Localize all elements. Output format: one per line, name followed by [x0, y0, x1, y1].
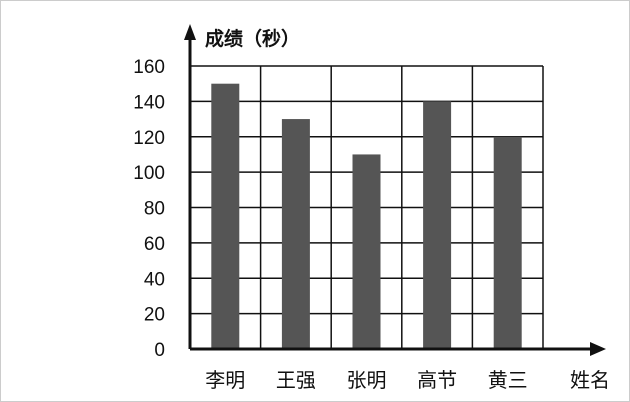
y-tick-label: 40 — [144, 269, 165, 290]
bar-高节 — [423, 101, 452, 349]
y-tick-label: 20 — [144, 305, 165, 326]
bar-张明 — [352, 154, 381, 349]
axes — [184, 24, 606, 356]
x-tick-label: 王强 — [276, 368, 316, 392]
x-tick-label: 李明 — [205, 368, 245, 392]
bar-李明 — [211, 83, 240, 349]
y-tick-label: 140 — [133, 92, 165, 113]
x-axis-arrow-icon — [590, 342, 606, 356]
y-axis-arrow-icon — [184, 24, 196, 40]
y-tick-label: 160 — [133, 57, 165, 78]
y-tick-label: 80 — [144, 199, 165, 220]
y-tick-label: 100 — [133, 163, 165, 184]
grid — [190, 65, 544, 349]
bar-王强 — [281, 119, 310, 349]
y-axis-title: 成绩（秒） — [205, 27, 300, 50]
x-tick-label: 高节 — [417, 368, 457, 392]
y-tick-label: 60 — [144, 234, 165, 255]
y-tick-label: 120 — [133, 128, 165, 149]
bars — [211, 83, 522, 349]
bar-黄三 — [493, 136, 522, 349]
labels: 0 20 40 60 80 100 120 140 160 李明 王强 张明 高节 黄三 — [133, 57, 527, 392]
x-tick-label: 黄三 — [488, 368, 528, 392]
x-axis-title: 姓名 — [570, 368, 610, 392]
y-tick-label: 0 — [154, 340, 165, 361]
x-tick-label: 张明 — [347, 368, 387, 392]
